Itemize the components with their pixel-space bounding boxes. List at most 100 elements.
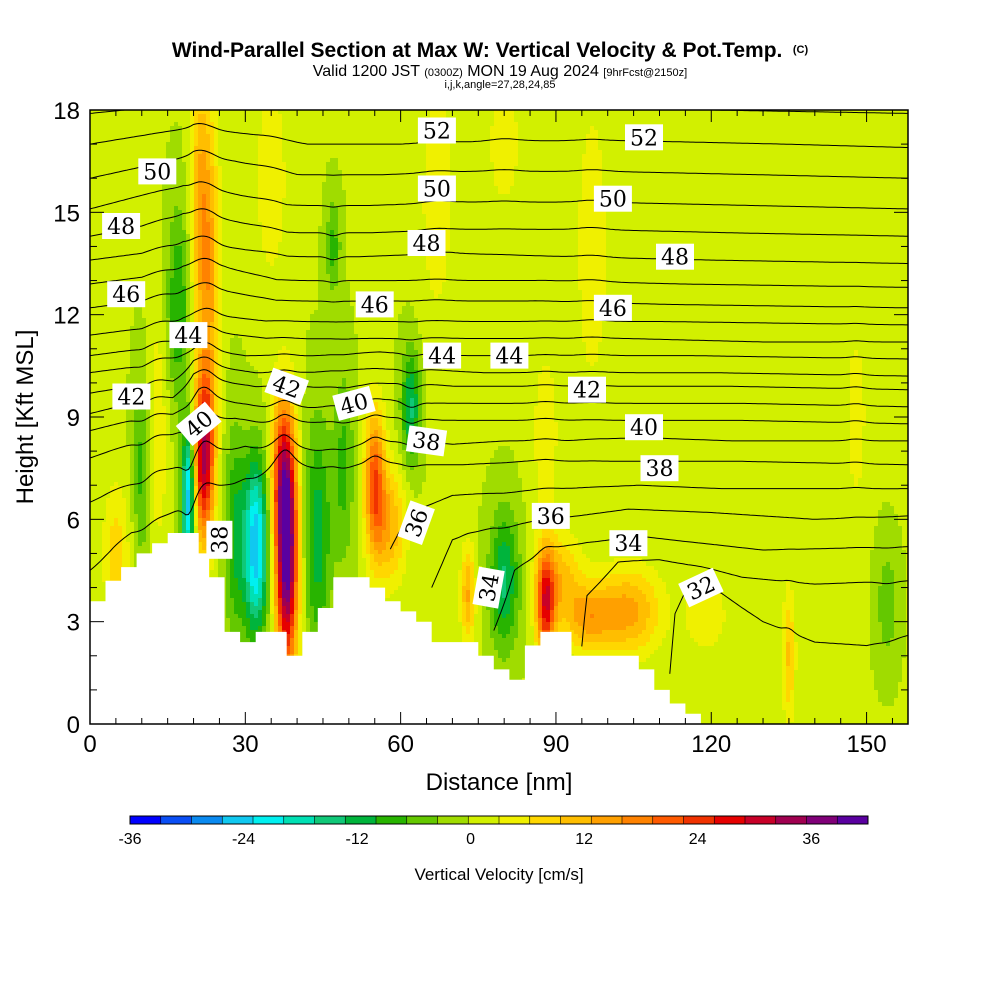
velocity-cell: [230, 150, 235, 155]
velocity-cell: [570, 134, 575, 139]
velocity-cell: [362, 118, 367, 123]
velocity-cell: [526, 118, 531, 123]
velocity-cell: [530, 150, 535, 155]
velocity-cell: [794, 134, 799, 139]
velocity-cell: [582, 114, 587, 119]
velocity-cell: [566, 134, 571, 139]
velocity-cell: [338, 134, 343, 139]
velocity-cell: [350, 130, 355, 135]
velocity-cell: [522, 146, 527, 151]
velocity-cell: [166, 114, 171, 119]
velocity-cell: [398, 146, 403, 151]
velocity-cell: [162, 150, 167, 155]
velocity-cell: [294, 134, 299, 139]
velocity-cell: [250, 118, 255, 123]
velocity-cell: [790, 134, 795, 139]
velocity-cell: [854, 122, 859, 127]
velocity-cell: [322, 122, 327, 127]
velocity-cell: [726, 146, 731, 151]
velocity-cell: [826, 142, 831, 147]
velocity-cell: [546, 126, 551, 131]
velocity-cell: [762, 138, 767, 143]
velocity-cell: [802, 146, 807, 151]
velocity-cell: [170, 154, 175, 159]
velocity-cell: [330, 150, 335, 155]
velocity-cell: [314, 126, 319, 131]
velocity-cell: [818, 126, 823, 131]
velocity-cell: [866, 150, 871, 155]
velocity-cell: [410, 118, 415, 123]
velocity-cell: [566, 122, 571, 127]
velocity-cell: [494, 126, 499, 131]
velocity-cell: [778, 118, 783, 123]
velocity-cell: [802, 122, 807, 127]
velocity-cell: [618, 114, 623, 119]
velocity-cell: [490, 150, 495, 155]
velocity-cell: [270, 122, 275, 127]
velocity-cell: [750, 118, 755, 123]
velocity-cell: [358, 138, 363, 143]
velocity-cell: [290, 154, 295, 159]
velocity-cell: [862, 138, 867, 143]
velocity-cell: [334, 118, 339, 123]
velocity-cell: [114, 130, 119, 135]
velocity-cell: [590, 118, 595, 123]
velocity-cell: [862, 134, 867, 139]
velocity-cell: [266, 146, 271, 151]
velocity-cell: [678, 126, 683, 131]
velocity-cell: [574, 150, 579, 155]
velocity-cell: [598, 150, 603, 155]
velocity-cell: [822, 150, 827, 155]
velocity-cell: [750, 126, 755, 131]
velocity-cell: [150, 114, 155, 119]
velocity-cell: [370, 138, 375, 143]
velocity-cell: [558, 122, 563, 127]
velocity-cell: [102, 154, 107, 159]
velocity-cell: [298, 114, 303, 119]
velocity-cell: [822, 130, 827, 135]
velocity-cell: [798, 130, 803, 135]
velocity-cell: [374, 146, 379, 151]
chart-title: Wind-Parallel Section at Max W: Vertical…: [172, 39, 809, 62]
velocity-cell: [370, 130, 375, 135]
velocity-cell: [114, 122, 119, 127]
velocity-cell: [142, 122, 147, 127]
velocity-cell: [198, 126, 203, 131]
velocity-cell: [502, 122, 507, 127]
velocity-cell: [322, 134, 327, 139]
velocity-cell: [342, 138, 347, 143]
velocity-cell: [710, 122, 715, 127]
velocity-cell: [290, 126, 295, 131]
velocity-cell: [878, 122, 883, 127]
velocity-cell: [134, 154, 139, 159]
velocity-cell: [478, 130, 483, 135]
velocity-cell: [722, 138, 727, 143]
velocity-cell: [658, 114, 663, 119]
velocity-cell: [498, 146, 503, 151]
velocity-cell: [762, 150, 767, 155]
velocity-cell: [874, 138, 879, 143]
velocity-cell: [258, 126, 263, 131]
velocity-cell: [794, 150, 799, 155]
velocity-cell: [734, 122, 739, 127]
velocity-cell: [338, 150, 343, 155]
velocity-cell: [894, 122, 899, 127]
velocity-cell: [578, 122, 583, 127]
velocity-cell: [874, 150, 879, 155]
velocity-cell: [486, 134, 491, 139]
velocity-cell: [894, 150, 899, 155]
velocity-cell: [514, 122, 519, 127]
velocity-cell: [890, 122, 895, 127]
velocity-cell: [206, 130, 211, 135]
velocity-cell: [290, 134, 295, 139]
velocity-cell: [202, 126, 207, 131]
velocity-cell: [258, 154, 263, 159]
velocity-cell: [470, 142, 475, 147]
velocity-cell: [890, 118, 895, 123]
velocity-cell: [238, 130, 243, 135]
velocity-cell: [102, 114, 107, 119]
velocity-cell: [822, 114, 827, 119]
velocity-cell: [854, 138, 859, 143]
velocity-cell: [146, 142, 151, 147]
velocity-cell: [470, 114, 475, 119]
